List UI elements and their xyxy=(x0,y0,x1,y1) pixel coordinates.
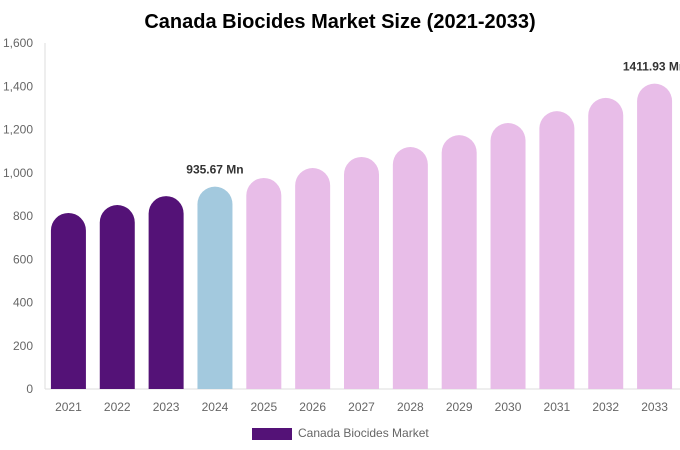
bar-2024 xyxy=(197,186,233,389)
legend-swatch xyxy=(252,428,292,440)
bar-2021 xyxy=(50,212,86,389)
x-tick-label: 2021 xyxy=(55,400,82,414)
bar-2025 xyxy=(246,177,282,389)
x-tick-label: 2023 xyxy=(153,400,180,414)
y-tick-label: 1,200 xyxy=(3,123,33,137)
y-tick-label: 400 xyxy=(13,296,33,310)
y-tick-label: 1,600 xyxy=(3,36,33,50)
bar-2029 xyxy=(441,135,477,389)
x-axis: 2021 2022 2023 2024 2025 2026 2027 2028 2029 2030… xyxy=(45,388,680,414)
bar-2026 xyxy=(295,167,331,389)
x-tick-label: 2027 xyxy=(348,400,375,414)
bar-2033 xyxy=(637,83,673,389)
bar-2022 xyxy=(99,204,135,389)
y-tick-label: 200 xyxy=(13,339,33,353)
y-tick-label: 1,000 xyxy=(3,166,33,180)
y-axis: 0 200 400 600 800 1,000 1,200 1,400 1,600 xyxy=(3,36,46,396)
x-tick-label: 2025 xyxy=(250,400,277,414)
x-tick-label: 2022 xyxy=(104,400,131,414)
bar-2028 xyxy=(392,147,428,389)
data-label-2024: 935.67 Mn xyxy=(186,163,243,177)
data-label-2033: 1411.93 Mn xyxy=(623,60,680,74)
y-tick-label: 1,400 xyxy=(3,79,33,93)
legend: Canada Biocides Market xyxy=(252,426,429,440)
legend-label: Canada Biocides Market xyxy=(298,426,429,440)
x-tick-label: 2024 xyxy=(202,400,229,414)
y-tick-label: 800 xyxy=(13,209,33,223)
x-tick-label: 2028 xyxy=(397,400,424,414)
bar-2023 xyxy=(148,196,184,389)
y-tick-label: 600 xyxy=(13,252,33,266)
bars xyxy=(50,83,673,390)
x-tick-label: 2026 xyxy=(299,400,326,414)
bar-2031 xyxy=(539,111,575,390)
bar-2030 xyxy=(490,123,526,389)
x-tick-label: 2030 xyxy=(495,400,522,414)
bar-2032 xyxy=(588,97,624,390)
x-tick-label: 2029 xyxy=(446,400,473,414)
x-tick-label: 2032 xyxy=(592,400,619,414)
x-tick-label: 2031 xyxy=(544,400,571,414)
chart-title: Canada Biocides Market Size (2021-2033) xyxy=(144,11,535,33)
y-tick-label: 0 xyxy=(26,382,33,396)
x-tick-label: 2033 xyxy=(641,400,668,414)
bar-2027 xyxy=(344,156,379,389)
data-labels: 935.67 Mn 1411.93 Mn xyxy=(186,60,680,177)
